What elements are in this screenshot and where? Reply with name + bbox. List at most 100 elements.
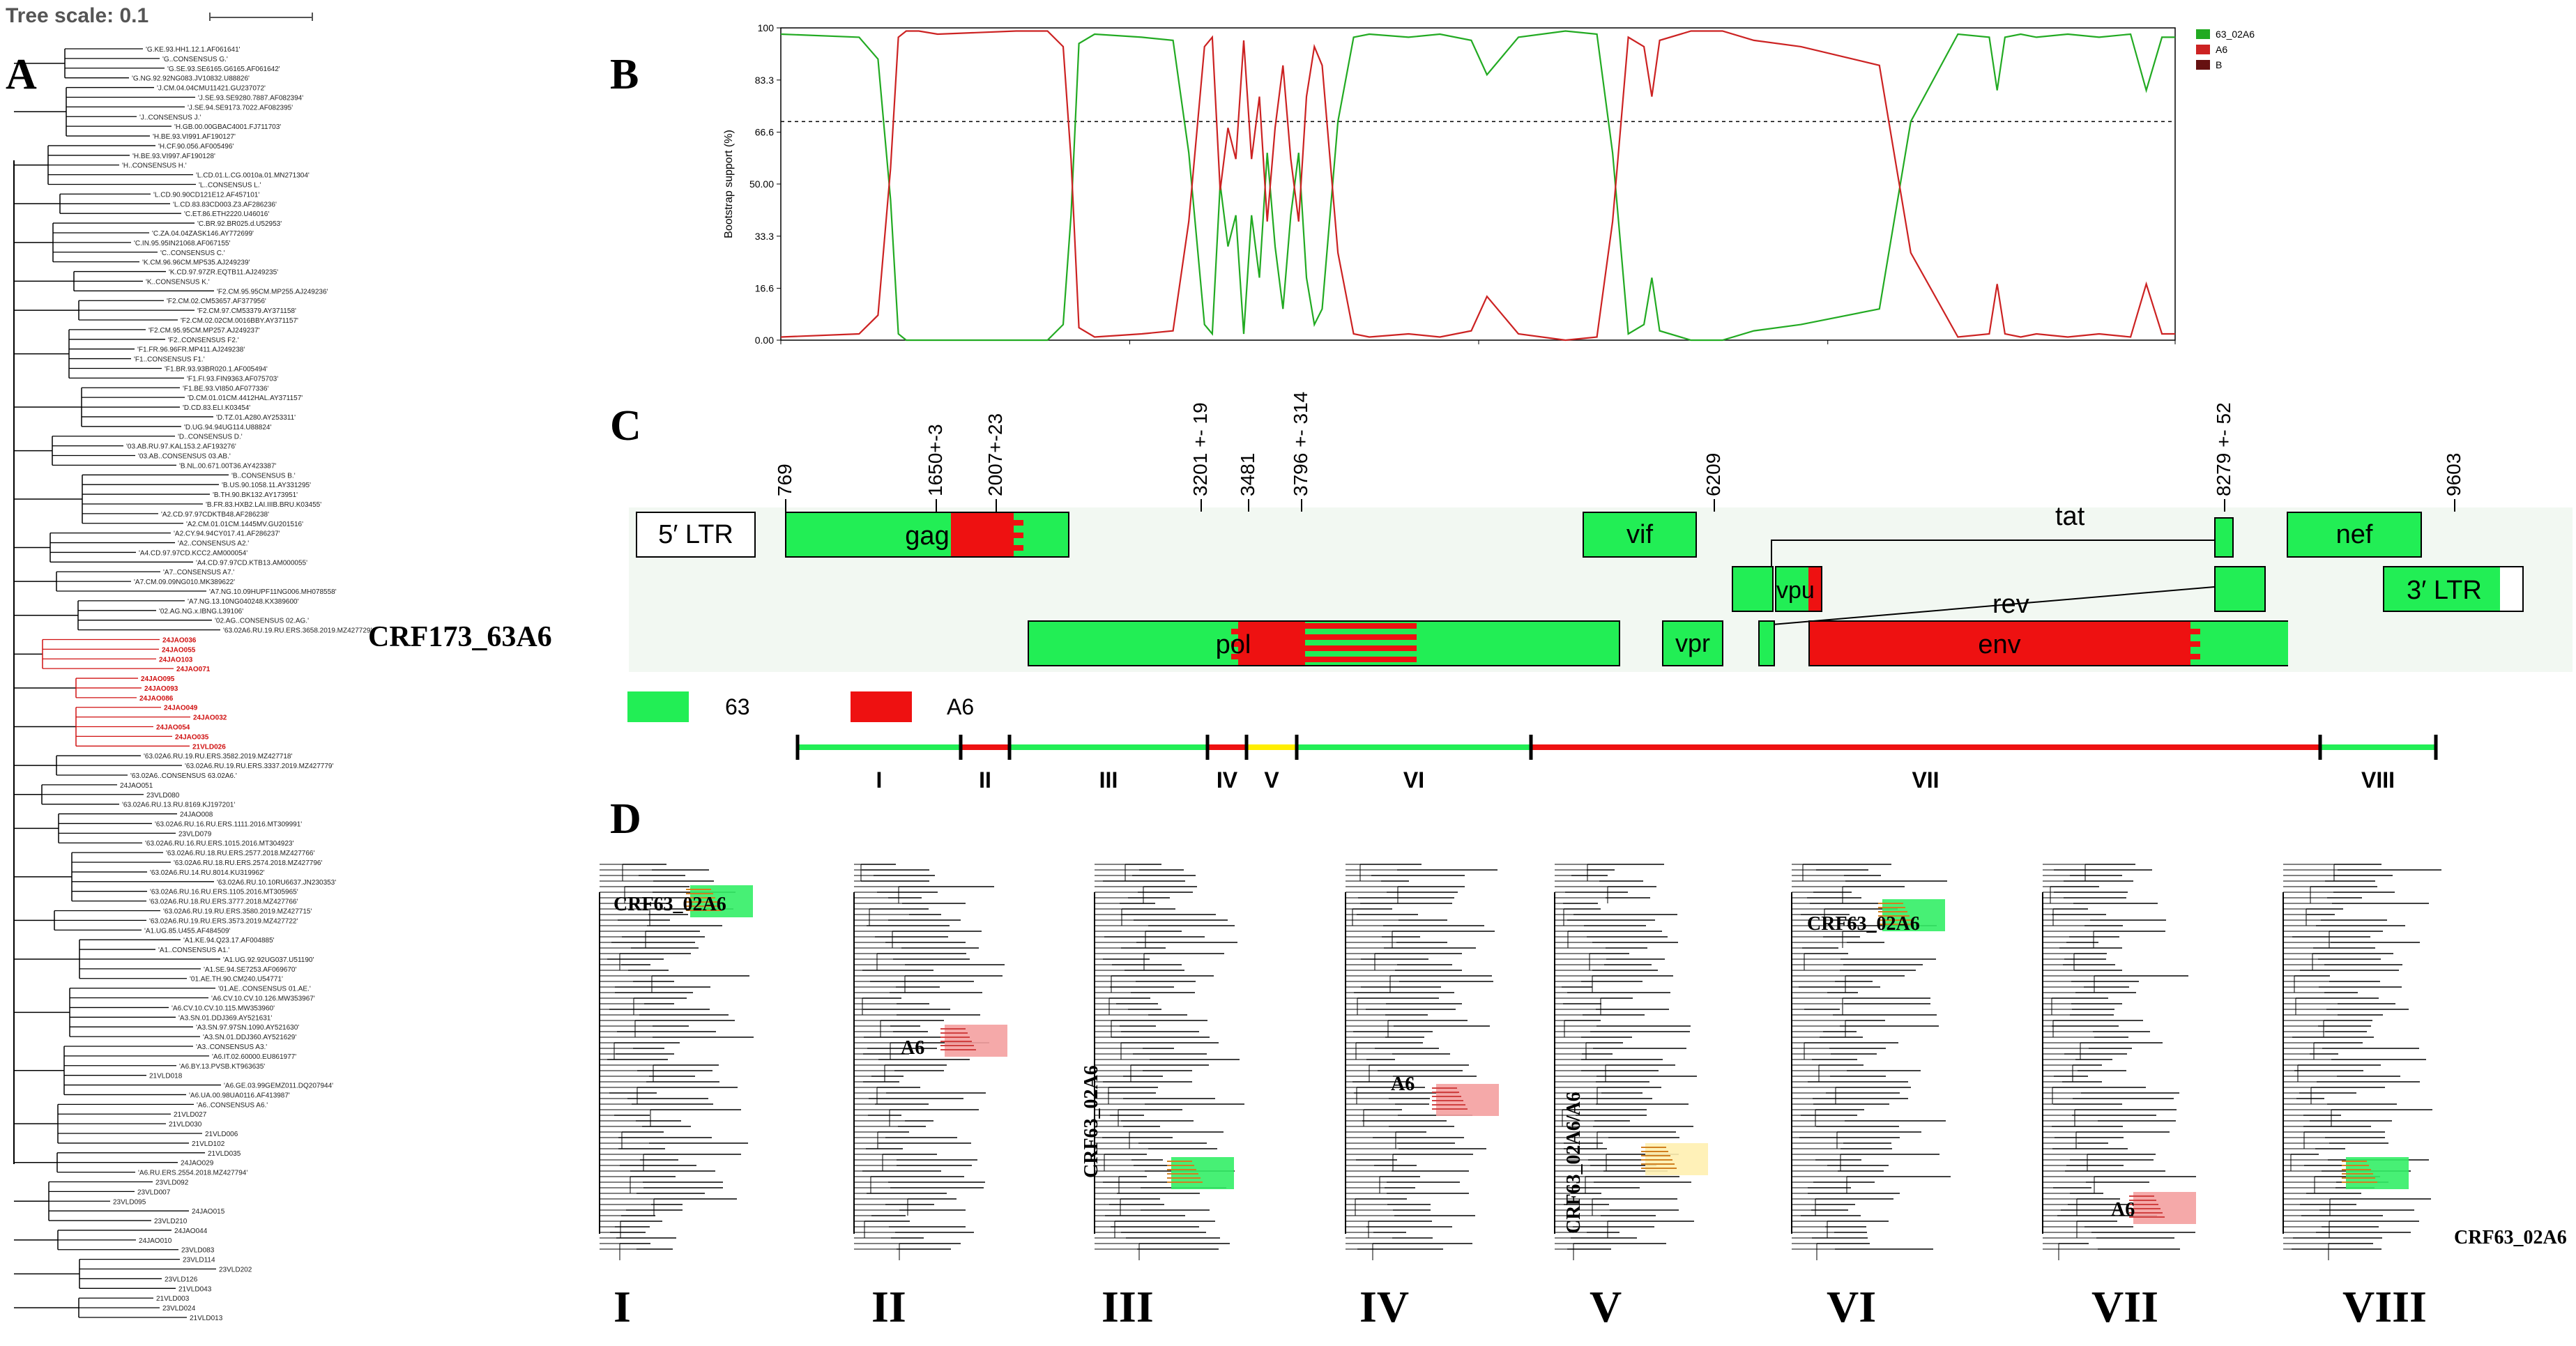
tree-leaf-label: 'K.CD.97.97ZR.EQTB11.AJ249235' (169, 269, 278, 277)
tree-leaf-label: 'F1..CONSENSUS F1.' (134, 356, 205, 364)
position-tick (2224, 499, 2225, 512)
tree-leaf-label: '63.02A6.RU.16.RU.ERS.1015.2016.MT304923… (145, 840, 294, 848)
tree-leaf-label: 'A7.CM.09.09NG010.MK389622' (134, 579, 235, 586)
panel-label-a: A (6, 51, 37, 98)
tree-leaf-label: 'A6..CONSENSUS A6.' (197, 1101, 268, 1109)
tree-leaf-label: 'L.CD.83.83CD003.Z3.AF286236' (173, 201, 277, 208)
tree-leaf-label: '63.02A6.RU.18.RU.ERS.3777.2018.MZ427766… (149, 898, 298, 906)
tree-leaf-label: 'A2.CY.94.94CY017.41.AF286237' (174, 530, 280, 538)
tree-leaf-label: 'B.TH.90.BK132.AY173951' (213, 491, 298, 499)
legend-swatch (2196, 45, 2210, 54)
tree-leaf-label: 'A6.UA.00.98UA0116.AF413987' (189, 1092, 290, 1099)
position-tick (2454, 499, 2455, 512)
tree-leaf-label: 'A3..CONSENSUS A3.' (196, 1043, 267, 1051)
y-axis-label: Bootstrap support (%) (723, 130, 735, 238)
position-tick (1714, 499, 1715, 512)
tree-leaf-label: 'H.BE.93.VI991.AF190127' (153, 133, 236, 141)
tree-leaf-label: '63.02A6.RU.19.RU.ERS.3658.2019.MZ427729… (223, 627, 372, 635)
tree-leaf-label: 'F1.FI.93.FIN9363.AF075703' (187, 375, 278, 383)
tree-leaf-label: 'A6.CV.10.CV.10.115.MW353960' (172, 1004, 275, 1012)
position-tick (785, 499, 786, 512)
tree-leaf-label: 'A1.UG.92.92UG037.U51190' (223, 956, 314, 964)
tree-leaf-label: 'C..CONSENSUS C.' (160, 250, 225, 257)
position-label: 769 (774, 464, 795, 496)
tree-leaf-label: 23VLD092 (155, 1179, 189, 1186)
subtree-label-3: CRF63_02A6 (1081, 1065, 1102, 1178)
tree-leaf-label: 'G.NG.92.92NG083.JV10832.U88826' (132, 75, 250, 83)
rev-exon2 (2214, 566, 2266, 612)
position-label: 3796 +- 314 (1290, 391, 1311, 496)
region-label: II (979, 767, 991, 793)
tree-leaf-label: 23VLD083 (181, 1247, 215, 1255)
tree-leaf-label: '03.AB.RU.97.KAL153.2.AF193276' (126, 443, 236, 451)
tree-leaf-label: 24JAO086 (139, 695, 174, 703)
position-label: 9603 (2443, 452, 2464, 496)
tree-leaf-label: 21VLD003 (156, 1295, 190, 1303)
tree-leaf-label: 24JAO008 (180, 811, 213, 819)
tree-leaf-label: 23VLD210 (154, 1218, 188, 1225)
tree-leaf-label: 'G..CONSENSUS G.' (162, 56, 228, 63)
tree-leaf-label: 'F2..CONSENSUS F2.' (168, 337, 239, 344)
phylogenetic-tree: 'G.KE.93.HH1.12.1.AF061641' 'G..CONSENSUS… (13, 46, 372, 1322)
tree-leaf-label: 'B.NL.00.671.00T36.AY423387' (179, 462, 276, 470)
tree-leaf-label: '63.02A6.RU.16.RU.ERS.1111.2016.MT309991… (155, 820, 302, 828)
vpu-label: vpu (1776, 577, 1815, 604)
series-line-A6 (780, 30, 2175, 342)
tree-leaf-label: 'F2.CM.97.CM53379.AY371158' (197, 307, 296, 315)
position-tick (996, 499, 997, 512)
tree-leaf-label: '63.02A6.RU.19.RU.ERS.3573.2019.MZ427722… (149, 917, 298, 925)
y-tick-label: 100 (758, 22, 775, 33)
tree-leaf-label: 21VLD043 (178, 1285, 212, 1293)
tree-leaf-label: 'H.BE.93.VI997.AF190128' (132, 153, 215, 160)
region-track: I II III IV V VI VII VIII (795, 735, 2438, 793)
y-tick-label: 33.3 (755, 231, 774, 242)
tree-leaf-label: 'A1..CONSENSUS A1.' (158, 947, 229, 954)
tree-leaf-label: 'A7.NG.13.10NG040248.KX389600' (188, 598, 299, 606)
y-tick-label: 0.00 (755, 335, 774, 346)
tree-leaf-label: 'G.KE.93.HH1.12.1.AF061641' (146, 46, 241, 54)
tree-leaf-label: 23VLD095 (113, 1198, 146, 1206)
tree-leaf-label: 'H.GB.00.00GBAC4001.FJ711703' (174, 123, 281, 131)
position-tick (1301, 499, 1302, 512)
tree-leaf-label: 'F1.BE.93.VI850.AF077336' (183, 385, 268, 392)
tree-leaf-label: '03.AB..CONSENSUS 03.AB.' (138, 453, 231, 461)
tree-leaf-label: 'C.ET.86.ETH2220.U46016' (184, 211, 269, 218)
tree-leaf-label: 'L.CD.01.L.CG.0010a.01.MN271304' (196, 172, 310, 180)
legend-swatch (2196, 60, 2210, 70)
tree-leaf-label: 21VLD030 (169, 1121, 202, 1129)
subtree-numeral: I (613, 1282, 631, 1331)
tree-leaf-label: 'K..CONSENSUS K.' (146, 278, 210, 286)
tree-leaf-label: 24JAO049 (164, 705, 198, 712)
tree-leaf-label: 24JAO015 (192, 1208, 225, 1216)
tree-leaf-label: '63.02A6.RU.19.RU.ERS.3337.2019.MZ427779… (185, 763, 333, 770)
tree-leaf-label: 24JAO036 (162, 636, 197, 644)
tree-leaf-label: '63.02A6..CONSENSUS 63.02A6.' (130, 772, 237, 780)
tree-leaf-label: 'F1.BR.93.93BR020.1.AF005494' (165, 365, 268, 373)
tree-leaf-label: 'C.IN.95.95IN21068.AF067155' (134, 240, 230, 247)
tree-leaf-label: 23VLD202 (219, 1267, 252, 1274)
subtree-label-6: CRF63_02A6 (1807, 913, 1920, 935)
tree-leaf-label: 24JAO093 (144, 685, 178, 693)
tree-leaf-label: 'F2.CM.02.02CM.0016BBY.AY371157' (181, 317, 298, 325)
x-tick-label: 1 (778, 346, 784, 349)
region-label: VII (1912, 767, 1939, 793)
tree-leaf-label: 21VLD035 (208, 1150, 241, 1158)
tree-leaf-label: 'A2..CONSENSUS A2.' (178, 540, 249, 548)
tree-leaf-label: '01.AE.TH.90.CM240.U54771' (190, 976, 283, 984)
y-tick-label: 50.00 (749, 178, 774, 190)
x-tick-label: 6671 (1817, 346, 1838, 349)
tree-leaf-label: '02.AG.NG.x.IBNG.L39106' (159, 608, 243, 615)
tree-leaf-label: 'J.CM.04.04CMU11421.GU237072' (157, 85, 266, 93)
region-label: VI (1403, 767, 1424, 793)
tree-leaf-label: 'F2.CM.95.95CM.MP257.AJ249237' (148, 327, 260, 335)
subtree-label-1: CRF63_02A6 (613, 894, 726, 915)
subtree-numeral: VIII (2342, 1282, 2427, 1331)
tree-leaf-label: 'J.SE.94.SE9173.7022.AF082395' (188, 104, 293, 112)
crf173-label: CRF173_63A6 (368, 621, 552, 653)
subtree-label-4: A6 (1391, 1073, 1415, 1095)
subtree-numeral: VI (1827, 1282, 1877, 1331)
subtree-numeral: VII (2091, 1282, 2159, 1331)
ltr3-label: 3′ LTR (2407, 576, 2482, 605)
tree-leaf-label: 24JAO029 (181, 1160, 214, 1168)
tree-leaf-label: '01.AE..CONSENSUS 01.AE.' (218, 986, 311, 993)
